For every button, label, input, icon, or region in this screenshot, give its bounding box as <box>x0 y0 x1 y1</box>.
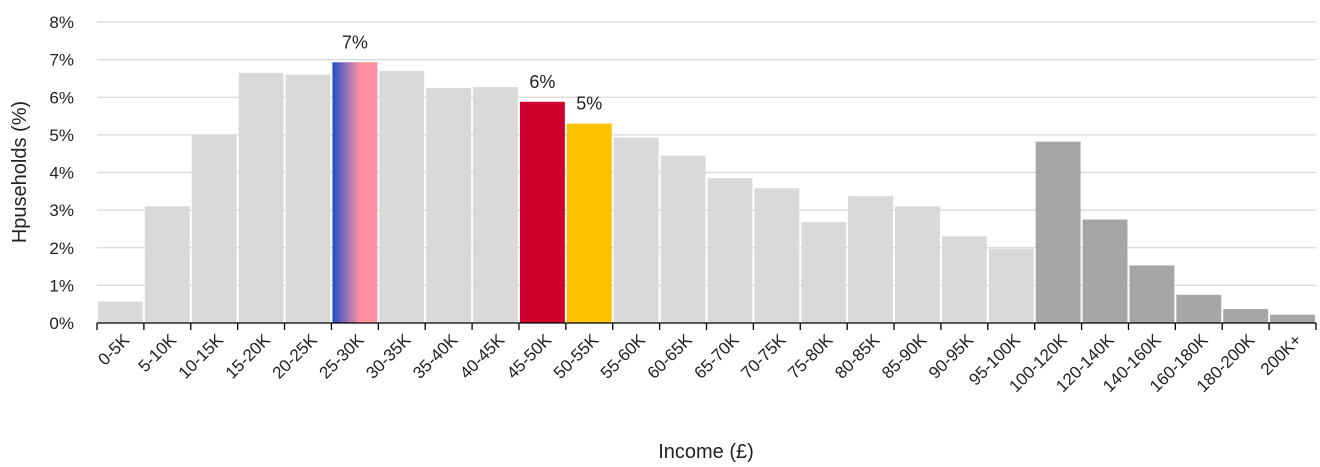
y-tick-label: 4% <box>49 164 74 183</box>
x-tick-label: 60-65K <box>644 330 697 383</box>
bar <box>941 236 987 323</box>
y-tick-label: 6% <box>49 88 74 107</box>
x-tick-label: 65-70K <box>691 330 744 383</box>
bar <box>473 87 518 323</box>
bar-data-label: 7% <box>342 32 368 52</box>
bar <box>1223 309 1269 323</box>
x-tick-label: 50-55K <box>550 330 603 383</box>
x-tick-label: 80-85K <box>831 330 884 383</box>
x-tick-label: 0-5K <box>94 330 133 369</box>
x-tick-label: 35-40K <box>409 330 462 383</box>
bar <box>1176 294 1222 323</box>
bar <box>613 137 659 323</box>
bar <box>1129 265 1175 323</box>
x-tick-label: 25-30K <box>315 330 368 383</box>
y-tick-label: 0% <box>49 314 74 333</box>
x-tick-label: 40-45K <box>456 330 509 383</box>
y-axis-title: Hpuseholds (%) <box>9 101 31 243</box>
y-tick-label: 3% <box>49 201 74 220</box>
y-tick-label: 5% <box>49 126 74 145</box>
x-axis: 0-5K 5-10K10-15K15-20K20-25K25-30K30-35K3… <box>94 322 1317 396</box>
bar <box>285 74 331 323</box>
bar <box>191 134 237 323</box>
x-tick-label: 55-60K <box>597 330 650 383</box>
y-tick-label: 7% <box>49 51 74 70</box>
bar <box>1270 314 1315 323</box>
x-tick-label: 200K+ <box>1257 330 1306 379</box>
bar <box>848 196 894 323</box>
bar <box>895 206 940 323</box>
bar <box>332 62 378 323</box>
x-tick-label: 70-75K <box>737 330 790 383</box>
bar <box>144 206 190 323</box>
bar <box>238 72 284 323</box>
bar <box>988 248 1034 323</box>
y-tick-label: 8% <box>49 13 74 32</box>
y-tick-label: 1% <box>49 276 74 295</box>
bar <box>98 301 143 323</box>
data-labels: 7% 6% 5% <box>342 32 602 113</box>
bar <box>1035 141 1081 323</box>
bar <box>660 155 706 323</box>
bar <box>566 123 612 324</box>
bar <box>379 70 425 323</box>
x-tick-label: 20-25K <box>269 330 322 383</box>
bar <box>707 178 753 323</box>
y-axis-ticks: 0% 1% 2% 3% 4% 5% 6% 7% 8% <box>49 13 74 333</box>
x-tick-label: 15-20K <box>222 330 275 383</box>
bars <box>98 62 1315 324</box>
x-tick-label: 45-50K <box>503 330 556 383</box>
x-tick-label: 85-90K <box>878 330 931 383</box>
bar <box>1082 219 1128 323</box>
x-tick-label: 30-35K <box>362 330 415 383</box>
x-tick-label: 75-80K <box>784 330 837 383</box>
bar <box>426 87 472 323</box>
bar <box>801 222 847 323</box>
x-axis-title: Income (£) <box>658 441 754 463</box>
bar <box>754 188 800 323</box>
x-tick-label: 10-15K <box>175 330 228 383</box>
y-tick-label: 2% <box>49 239 74 258</box>
bar-data-label: 5% <box>576 94 602 114</box>
bar-data-label: 6% <box>529 72 555 92</box>
bar <box>519 101 565 323</box>
